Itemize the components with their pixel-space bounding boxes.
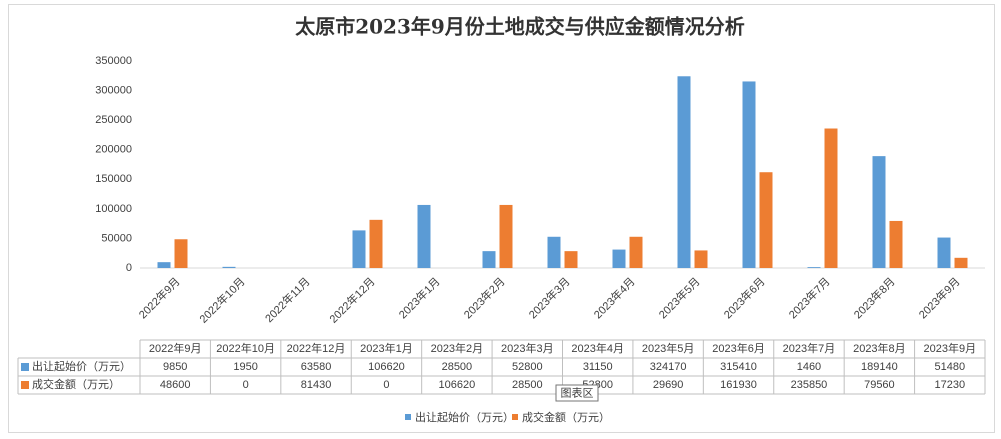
table-cell: 28500: [512, 379, 543, 391]
table-header: 2023年5月: [642, 341, 695, 355]
table-cell: 189140: [861, 361, 898, 373]
bar: [742, 81, 756, 268]
table-cell: 106620: [439, 379, 476, 391]
table-header: 2023年7月: [783, 341, 836, 355]
table-cell: 81430: [301, 379, 332, 391]
bar: [889, 220, 903, 268]
bar: [759, 172, 773, 268]
y-tick-label: 250000: [95, 114, 132, 126]
table-header: 2023年6月: [712, 341, 765, 355]
bar: [222, 266, 236, 268]
table-cell: 28500: [442, 361, 473, 373]
bar: [417, 204, 431, 268]
tooltip: 图表区: [561, 385, 594, 399]
table-cell: 315410: [720, 361, 757, 373]
bar: [157, 262, 171, 268]
y-tick-label: 350000: [95, 55, 132, 67]
bar: [612, 249, 626, 268]
table-header: 2023年3月: [501, 341, 554, 355]
table-cell: 0: [383, 379, 389, 391]
table-cell: 79560: [864, 379, 895, 391]
table-cell: 9850: [163, 361, 187, 373]
bar: [547, 236, 561, 268]
legend-label: 出让起始价（万元）: [415, 410, 514, 424]
table-header: 2022年12月: [287, 341, 346, 355]
bar: [694, 250, 708, 268]
bar: [482, 251, 496, 268]
table-row-label: 出让起始价（万元）: [32, 359, 131, 373]
y-tick-label: 50000: [101, 232, 132, 244]
bar: [174, 239, 188, 268]
y-tick-label: 150000: [95, 173, 132, 185]
table-header: 2022年9月: [149, 341, 202, 355]
bar: [937, 237, 951, 268]
legend-swatch: [512, 414, 518, 420]
table-cell: 324170: [650, 361, 687, 373]
table-cell: 1460: [797, 361, 821, 373]
table-header: 2023年4月: [571, 341, 624, 355]
table-key: [21, 363, 29, 371]
table-cell: 29690: [653, 379, 684, 391]
legend-label: 成交金额（万元）: [522, 410, 610, 424]
tooltip-box: [555, 384, 599, 402]
table-cell: 17230: [934, 379, 965, 391]
table-cell: 1950: [233, 361, 257, 373]
table-header: 2023年9月: [923, 341, 976, 355]
table-key: [21, 381, 29, 389]
bar: [807, 267, 821, 268]
bar: [499, 204, 513, 268]
table-header: 2023年2月: [431, 341, 484, 355]
legend-swatch: [405, 414, 411, 420]
table-header: 2022年10月: [216, 341, 275, 355]
bar: [564, 251, 578, 268]
chart-title: 太原市2023年9月份土地成交与供应金额情况分析: [295, 15, 745, 39]
y-tick-label: 300000: [95, 84, 132, 96]
table-cell: 106620: [368, 361, 405, 373]
table-cell: 161930: [720, 379, 757, 391]
table-row-label: 成交金额（万元）: [32, 377, 120, 391]
table-cell: 235850: [791, 379, 828, 391]
bar: [369, 219, 383, 268]
table-cell: 51480: [934, 361, 965, 373]
table-header: 2023年1月: [360, 341, 413, 355]
y-tick-label: 0: [126, 262, 132, 274]
bar: [824, 128, 838, 268]
table-cell: 31150: [583, 361, 613, 373]
y-tick-label: 200000: [95, 144, 132, 156]
bar: [352, 230, 366, 268]
table-cell: 63580: [301, 361, 332, 373]
table-header: 2023年8月: [853, 341, 906, 355]
table-cell: 0: [243, 379, 249, 391]
bar: [629, 236, 643, 268]
table-cell: 52800: [512, 361, 543, 373]
y-tick-label: 100000: [95, 203, 132, 215]
bar: [872, 156, 886, 268]
bar: [677, 76, 691, 268]
table-cell: 48600: [160, 379, 191, 391]
bar: [954, 257, 968, 268]
